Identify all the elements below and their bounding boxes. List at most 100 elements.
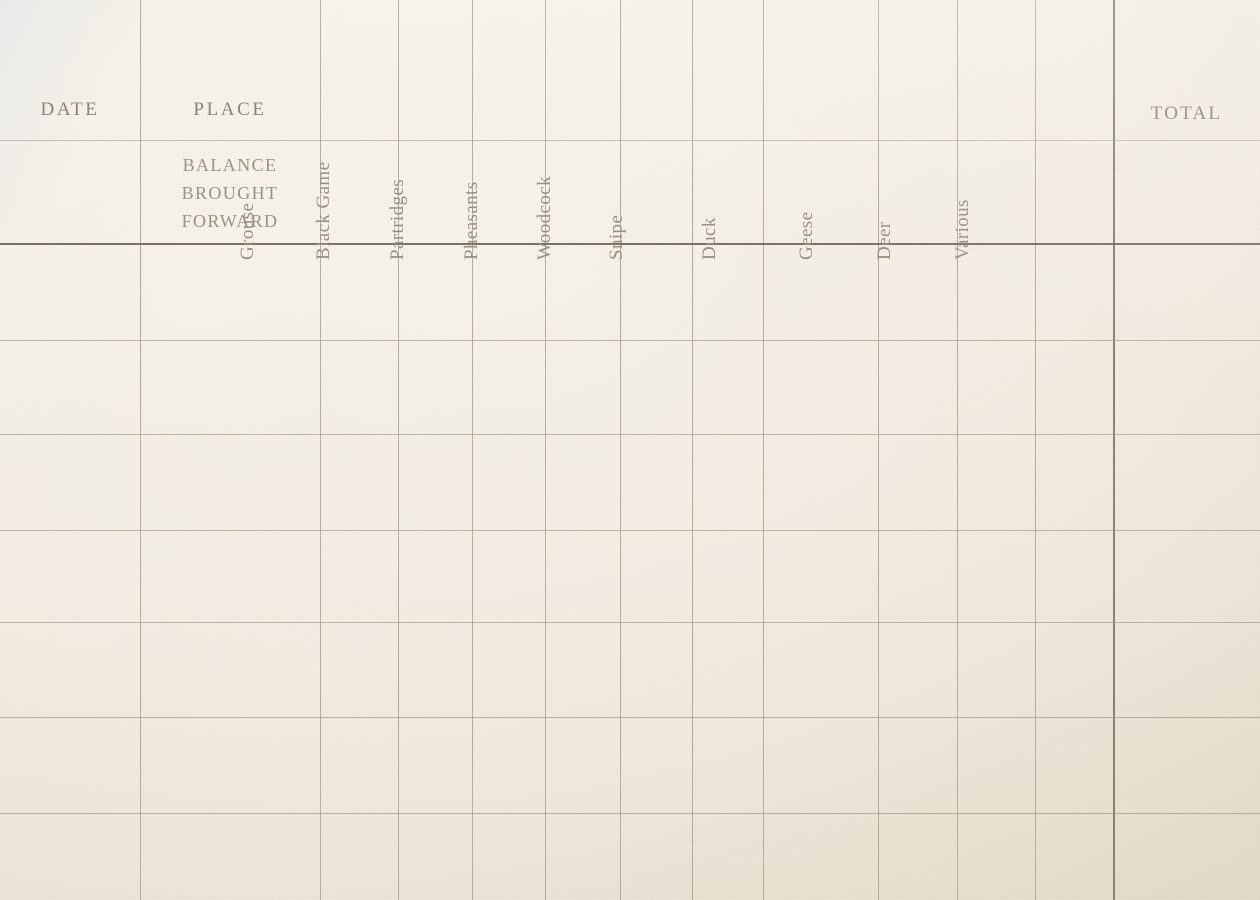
cell-row7-snipe[interactable] — [692, 813, 763, 900]
cell-row2-deer[interactable] — [957, 340, 1035, 434]
cell-row5-total[interactable] — [1113, 622, 1260, 717]
cell-row7-total[interactable] — [1113, 813, 1260, 900]
cell-row1-partridges[interactable] — [472, 243, 545, 340]
cell-row3-deer[interactable] — [957, 434, 1035, 530]
cell-row4-various[interactable] — [1035, 530, 1113, 622]
cell-row1-black-game[interactable] — [398, 243, 472, 340]
balance-cell-woodcock[interactable] — [620, 140, 692, 243]
cell-row1-grouse[interactable] — [320, 243, 398, 340]
cell-row3-snipe[interactable] — [692, 434, 763, 530]
cell-row3-total[interactable] — [1113, 434, 1260, 530]
cell-row5-duck[interactable] — [763, 622, 878, 717]
cell-row2-partridges[interactable] — [472, 340, 545, 434]
cell-row4-snipe[interactable] — [692, 530, 763, 622]
balance-cell-partridges[interactable] — [472, 140, 545, 243]
cell-row1-deer[interactable] — [957, 243, 1035, 340]
cell-row4-partridges[interactable] — [472, 530, 545, 622]
balance-cell-total[interactable] — [1113, 140, 1260, 243]
cell-row4-geese[interactable] — [878, 530, 957, 622]
cell-row2-total[interactable] — [1113, 340, 1260, 434]
cell-row4-place[interactable] — [140, 530, 320, 622]
cell-row3-black-game[interactable] — [398, 434, 472, 530]
cell-row4-black-game[interactable] — [398, 530, 472, 622]
cell-row7-black-game[interactable] — [398, 813, 472, 900]
cell-row6-deer[interactable] — [957, 717, 1035, 813]
cell-row5-grouse[interactable] — [320, 622, 398, 717]
cell-row4-grouse[interactable] — [320, 530, 398, 622]
cell-row2-woodcock[interactable] — [620, 340, 692, 434]
cell-row6-geese[interactable] — [878, 717, 957, 813]
cell-row1-snipe[interactable] — [692, 243, 763, 340]
cell-row4-total[interactable] — [1113, 530, 1260, 622]
cell-row6-place[interactable] — [140, 717, 320, 813]
cell-row5-partridges[interactable] — [472, 622, 545, 717]
balance-cell-geese[interactable] — [878, 140, 957, 243]
cell-row3-various[interactable] — [1035, 434, 1113, 530]
cell-row4-woodcock[interactable] — [620, 530, 692, 622]
cell-row3-woodcock[interactable] — [620, 434, 692, 530]
cell-row7-date[interactable] — [0, 813, 140, 900]
cell-row5-various[interactable] — [1035, 622, 1113, 717]
cell-row4-date[interactable] — [0, 530, 140, 622]
balance-cell-various[interactable] — [1035, 140, 1113, 243]
balance-cell-deer[interactable] — [957, 140, 1035, 243]
cell-row5-place[interactable] — [140, 622, 320, 717]
cell-row1-place[interactable] — [140, 243, 320, 340]
cell-row1-date[interactable] — [0, 243, 140, 340]
cell-row3-pheasants[interactable] — [545, 434, 620, 530]
cell-row2-pheasants[interactable] — [545, 340, 620, 434]
cell-row7-pheasants[interactable] — [545, 813, 620, 900]
cell-row5-geese[interactable] — [878, 622, 957, 717]
cell-row6-date[interactable] — [0, 717, 140, 813]
cell-row7-duck[interactable] — [763, 813, 878, 900]
balance-cell-black-game[interactable] — [398, 140, 472, 243]
cell-row2-duck[interactable] — [763, 340, 878, 434]
cell-row7-grouse[interactable] — [320, 813, 398, 900]
cell-row1-total[interactable] — [1113, 243, 1260, 340]
cell-row3-date[interactable] — [0, 434, 140, 530]
cell-row5-woodcock[interactable] — [620, 622, 692, 717]
cell-row1-duck[interactable] — [763, 243, 878, 340]
cell-row7-woodcock[interactable] — [620, 813, 692, 900]
cell-row1-pheasants[interactable] — [545, 243, 620, 340]
cell-row3-place[interactable] — [140, 434, 320, 530]
cell-row6-grouse[interactable] — [320, 717, 398, 813]
cell-row2-place[interactable] — [140, 340, 320, 434]
cell-row6-partridges[interactable] — [472, 717, 545, 813]
cell-row7-place[interactable] — [140, 813, 320, 900]
cell-row7-geese[interactable] — [878, 813, 957, 900]
cell-row4-pheasants[interactable] — [545, 530, 620, 622]
cell-row3-geese[interactable] — [878, 434, 957, 530]
cell-row4-deer[interactable] — [957, 530, 1035, 622]
cell-row3-duck[interactable] — [763, 434, 878, 530]
cell-row6-duck[interactable] — [763, 717, 878, 813]
cell-row5-pheasants[interactable] — [545, 622, 620, 717]
balance-cell-date[interactable] — [0, 140, 140, 243]
cell-row5-black-game[interactable] — [398, 622, 472, 717]
cell-row2-various[interactable] — [1035, 340, 1113, 434]
cell-row2-black-game[interactable] — [398, 340, 472, 434]
cell-row2-date[interactable] — [0, 340, 140, 434]
cell-row7-various[interactable] — [1035, 813, 1113, 900]
balance-cell-place[interactable] — [140, 140, 320, 243]
cell-row6-total[interactable] — [1113, 717, 1260, 813]
balance-cell-grouse[interactable] — [320, 140, 398, 243]
cell-row1-various[interactable] — [1035, 243, 1113, 340]
cell-row1-geese[interactable] — [878, 243, 957, 340]
cell-row6-woodcock[interactable] — [620, 717, 692, 813]
cell-row5-snipe[interactable] — [692, 622, 763, 717]
cell-row6-various[interactable] — [1035, 717, 1113, 813]
balance-cell-duck[interactable] — [763, 140, 878, 243]
cell-row3-partridges[interactable] — [472, 434, 545, 530]
balance-cell-snipe[interactable] — [692, 140, 763, 243]
cell-row4-duck[interactable] — [763, 530, 878, 622]
cell-row5-date[interactable] — [0, 622, 140, 717]
cell-row5-deer[interactable] — [957, 622, 1035, 717]
balance-cell-pheasants[interactable] — [545, 140, 620, 243]
cell-row6-black-game[interactable] — [398, 717, 472, 813]
cell-row7-deer[interactable] — [957, 813, 1035, 900]
cell-row7-partridges[interactable] — [472, 813, 545, 900]
cell-row3-grouse[interactable] — [320, 434, 398, 530]
cell-row2-snipe[interactable] — [692, 340, 763, 434]
cell-row6-snipe[interactable] — [692, 717, 763, 813]
